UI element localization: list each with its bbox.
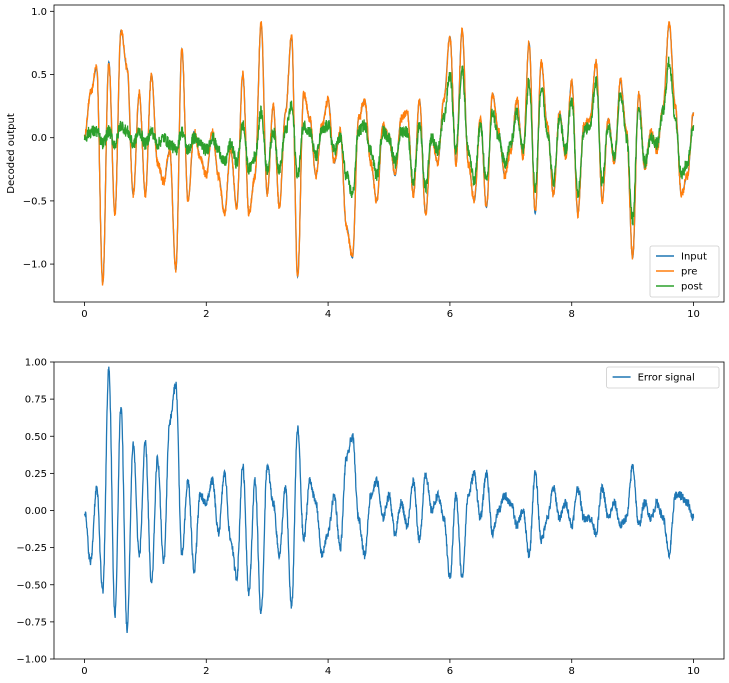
y-tick-label: −0.50: [16, 580, 47, 591]
x-tick-label: 8: [569, 309, 575, 320]
y-tick-label: −1.0: [23, 260, 47, 271]
x-tick-label: 6: [447, 309, 453, 320]
x-tick-label: 6: [447, 666, 453, 677]
y-tick-label: −0.75: [16, 617, 47, 628]
legend-box: [606, 366, 720, 389]
y-tick-label: 0.00: [25, 506, 47, 517]
series-line-error-signal: [83, 366, 695, 633]
axes-frame: [53, 4, 725, 303]
legend-label: pre: [681, 267, 697, 278]
legend-label: Input: [681, 252, 707, 263]
x-tick-label: 2: [203, 309, 209, 320]
y-tick-label: 1.0: [31, 7, 47, 18]
x-tick-label: 4: [325, 666, 331, 677]
x-tick-label: 8: [569, 666, 575, 677]
series-line-post: [83, 56, 695, 226]
legend-box: [649, 245, 720, 298]
y-tick-label: 0.0: [31, 133, 47, 144]
series-line-pre: [83, 21, 695, 286]
x-tick-label: 0: [81, 666, 87, 677]
x-tick-label: 2: [203, 666, 209, 677]
y-tick-label: 0.25: [25, 469, 47, 480]
x-tick-label: 4: [325, 309, 331, 320]
series-line-input: [84, 22, 695, 286]
x-tick-label: 0: [81, 309, 87, 320]
y-tick-label: −1.00: [16, 655, 47, 666]
y-tick-label: 1.00: [25, 358, 47, 369]
legend-label: post: [681, 282, 703, 293]
y-tick-label: 0.50: [25, 432, 47, 443]
y-axis-label: Decoded output: [6, 113, 17, 194]
x-tick-label: 10: [687, 666, 700, 677]
y-tick-label: 0.5: [31, 70, 47, 81]
y-tick-label: −0.5: [23, 196, 47, 207]
legend-label: Error signal: [638, 373, 695, 384]
y-tick-label: −0.25: [16, 543, 47, 554]
x-tick-label: 10: [687, 309, 700, 320]
y-tick-label: 0.75: [25, 395, 47, 406]
